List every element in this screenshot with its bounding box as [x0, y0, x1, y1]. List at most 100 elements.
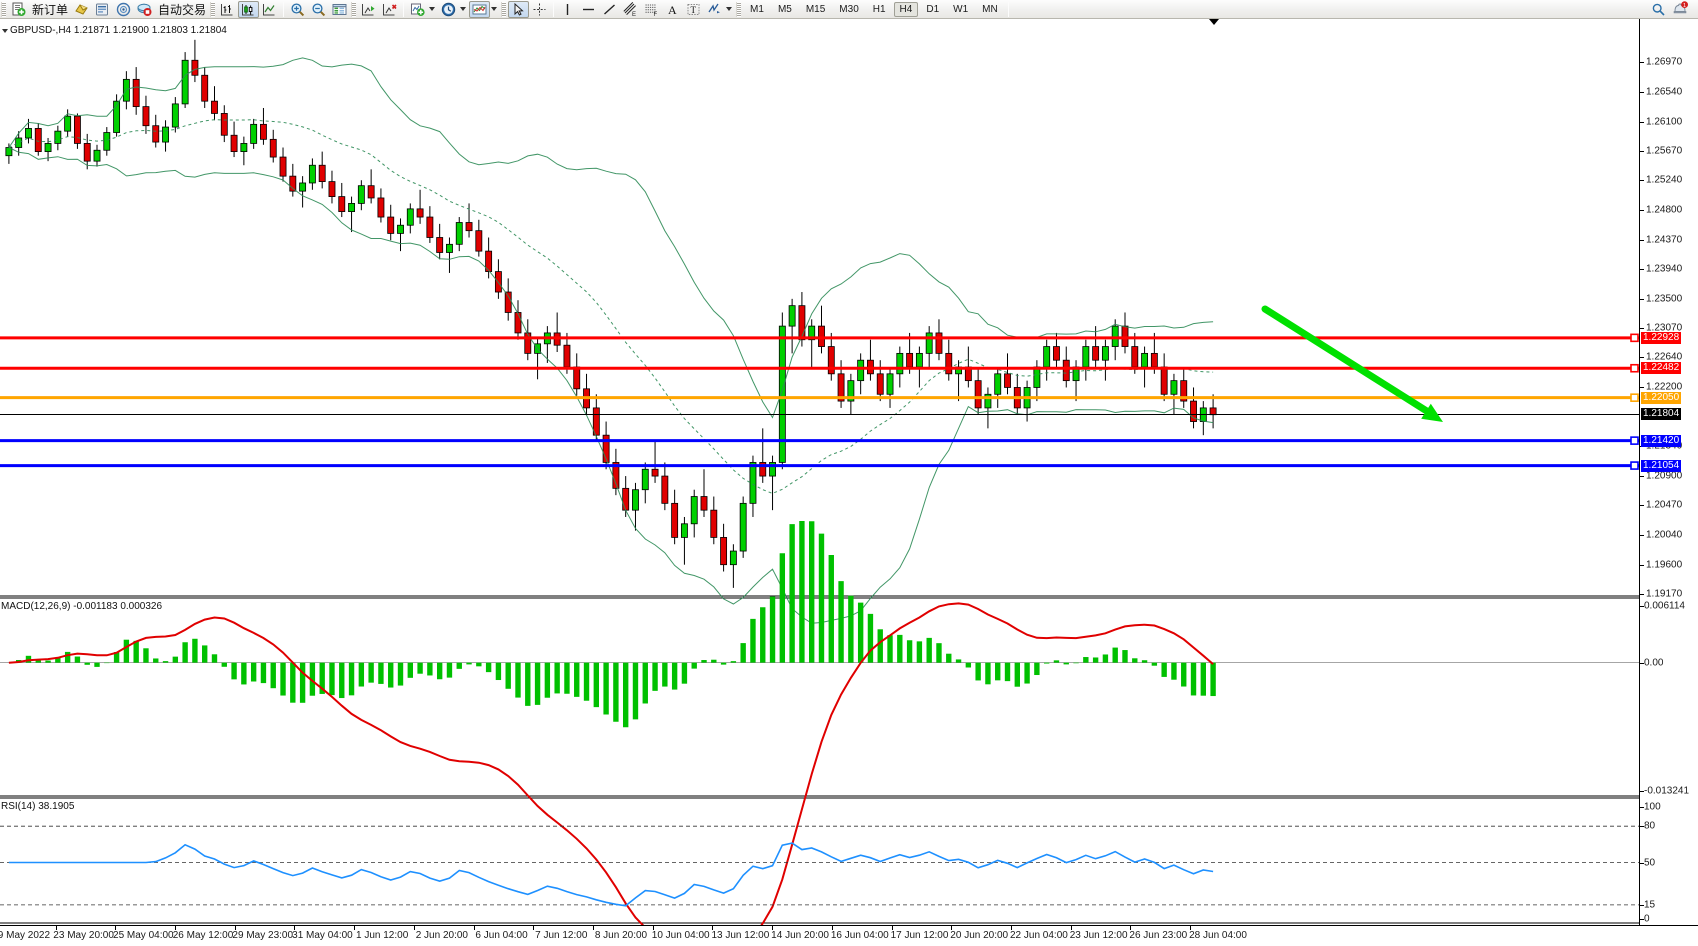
plot-area[interactable]: [0, 19, 1639, 925]
time-tick: [175, 926, 177, 930]
clock-icon[interactable]: [438, 1, 459, 18]
price-tick: [1640, 534, 1644, 536]
add-indicator-icon[interactable]: [407, 1, 428, 18]
toolbar-grip-2[interactable]: [210, 1, 216, 17]
price-level-tag-last-price[interactable]: 1.21804: [1641, 408, 1682, 421]
price-tick: [1640, 180, 1644, 182]
time-tick: [592, 926, 594, 930]
auto-scroll-icon[interactable]: [379, 1, 400, 18]
price-tick: [1640, 210, 1644, 212]
timeframe-m15[interactable]: M15: [805, 3, 826, 15]
price-level-tag-resistance-2[interactable]: 1.22482: [1641, 362, 1682, 375]
signal-button[interactable]: [113, 1, 134, 18]
chart-canvas[interactable]: [0, 19, 1639, 925]
text-a-icon[interactable]: A: [662, 1, 683, 18]
axis-tick: [1640, 919, 1644, 920]
time-tick: [354, 926, 356, 930]
toolbar-grip[interactable]: [1, 1, 6, 17]
price-tick-label: 1.22640: [1646, 351, 1683, 363]
zoom-out-icon[interactable]: [308, 1, 329, 18]
time-axis[interactable]: 9 May 2022 23 May 20:00 25 May 04:00 26 May…: [0, 925, 1698, 946]
horizontal-line-icon[interactable]: [578, 1, 599, 18]
line-chart-icon[interactable]: [259, 1, 280, 18]
timeframe-mn[interactable]: MN: [982, 3, 998, 15]
chevron-down-icon-templates[interactable]: [491, 7, 498, 11]
candlestick-icon[interactable]: [238, 0, 260, 18]
metaeditor-button[interactable]: [71, 1, 92, 18]
price-axis[interactable]: 1.26970 1.26540 1.26100 1.25670 1.25240 1.248…: [1639, 19, 1698, 925]
chart-window[interactable]: GBPUSD-,H4 1.21871 1.21900 1.21803 1.218…: [0, 19, 1698, 946]
equidistant-channel-icon[interactable]: E: [620, 1, 641, 18]
time-tick: [473, 926, 475, 930]
chart-shift-icon[interactable]: [358, 1, 379, 18]
macd-indicator-label: MACD(12,26,9) -0.001183 0.000326: [1, 601, 163, 612]
notification-bell-icon[interactable]: 1: [1669, 1, 1692, 18]
timeframe-h4[interactable]: H4: [893, 1, 919, 17]
zoom-in-icon[interactable]: [287, 1, 308, 18]
price-tick: [1640, 387, 1644, 389]
fibonacci-icon[interactable]: F: [641, 1, 662, 18]
axis-tick: [1640, 662, 1644, 664]
price-tick: [1640, 150, 1644, 152]
trendline-icon[interactable]: [599, 1, 620, 18]
cursor-position-marker: [1209, 19, 1219, 25]
price-tick-label: 1.20040: [1646, 529, 1683, 541]
price-tick: [1640, 239, 1644, 241]
timeframe-d1[interactable]: D1: [926, 3, 940, 15]
time-tick: [891, 926, 893, 930]
time-tick: [831, 926, 833, 930]
price-tick: [1640, 505, 1644, 507]
price-tick: [1640, 564, 1644, 566]
timeframe-m5[interactable]: M5: [777, 3, 792, 15]
time-tick: [1010, 926, 1012, 930]
svg-text:E: E: [632, 12, 636, 17]
time-tick: [1130, 926, 1132, 930]
expert-list-button[interactable]: [92, 1, 113, 18]
time-tick-label: 26 Jun 23:00: [1129, 930, 1188, 941]
price-tick: [1640, 62, 1644, 64]
chart-expand-icon[interactable]: [1, 27, 9, 35]
price-tick: [1640, 476, 1644, 478]
price-tick: [1640, 91, 1644, 93]
timeframe-w1[interactable]: W1: [953, 3, 969, 15]
chevron-down-icon-indicators[interactable]: [429, 7, 436, 11]
new-order-label: 新订单: [32, 2, 69, 17]
price-level-tag-support-1[interactable]: 1.21420: [1641, 434, 1682, 447]
time-tick-label: 7 Jun 12:00: [535, 930, 588, 941]
price-tick-label: 1.20470: [1646, 499, 1683, 511]
magnifier-icon[interactable]: [1648, 1, 1669, 18]
price-level-tag-resistance-1[interactable]: 1.22928: [1641, 331, 1682, 344]
new-order-button[interactable]: [8, 1, 29, 18]
templates-icon[interactable]: [469, 0, 491, 18]
vertical-line-icon[interactable]: [557, 1, 578, 18]
bar-chart-icon[interactable]: [217, 1, 238, 18]
price-level-tag-support-2[interactable]: 1.21054: [1641, 459, 1682, 472]
timeframe-m30[interactable]: M30: [839, 3, 859, 15]
price-tick: [1640, 298, 1644, 300]
chevron-down-icon-shapes[interactable]: [726, 7, 733, 11]
time-tick: [55, 926, 57, 930]
toolbar-grip-3[interactable]: [351, 1, 357, 17]
time-tick: [951, 926, 953, 930]
timeframe-h1[interactable]: H1: [872, 3, 886, 15]
chevron-down-icon-periods[interactable]: [460, 7, 467, 11]
svg-text:T: T: [691, 5, 697, 15]
toolbar-grip-4[interactable]: [501, 1, 507, 17]
price-level-tag-pivot-level[interactable]: 1.22050: [1641, 391, 1682, 404]
crosshair-icon[interactable]: [529, 1, 550, 18]
autotrading-label: 自动交易: [158, 2, 207, 17]
text-label-icon[interactable]: T: [683, 1, 704, 18]
time-tick: [712, 926, 714, 930]
time-tick-label: 22 Jun 04:00: [1009, 930, 1068, 941]
data-window-icon[interactable]: [329, 1, 350, 18]
shapes-icon[interactable]: [704, 1, 725, 18]
time-tick: [533, 926, 535, 930]
timeframe-m1[interactable]: M1: [750, 3, 764, 15]
time-tick-label: 16 Jun 04:00: [830, 930, 889, 941]
autotrading-button[interactable]: [134, 1, 155, 18]
toolbar-grip-5[interactable]: [736, 1, 742, 17]
price-tick-label: 1.24370: [1646, 234, 1683, 246]
price-tick: [1640, 268, 1644, 270]
cursor-icon[interactable]: [508, 0, 530, 18]
